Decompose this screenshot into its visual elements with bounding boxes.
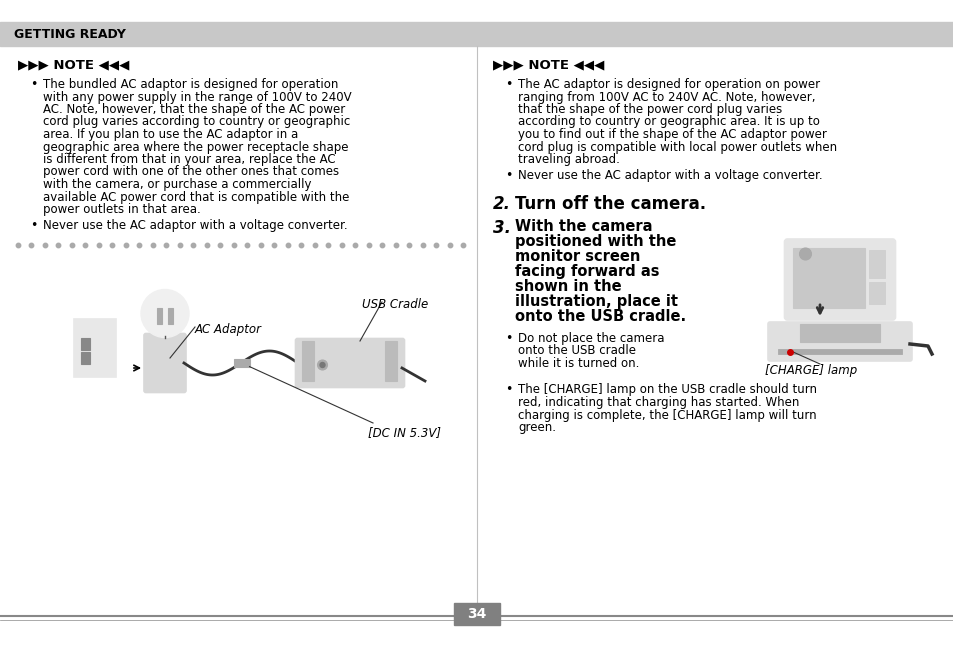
Text: cord plug is compatible with local power outlets when: cord plug is compatible with local power…	[517, 140, 836, 154]
FancyBboxPatch shape	[783, 239, 895, 320]
Text: onto the USB cradle: onto the USB cradle	[517, 344, 636, 357]
Bar	[233, 359, 250, 367]
Text: red, indicating that charging has started. When: red, indicating that charging has starte…	[517, 396, 799, 409]
Text: while it is turned on.: while it is turned on.	[517, 357, 639, 370]
Text: 3.: 3.	[493, 219, 511, 237]
Text: that the shape of the power cord plug varies: that the shape of the power cord plug va…	[517, 103, 781, 116]
Text: Do not place the camera: Do not place the camera	[517, 332, 664, 345]
Circle shape	[141, 289, 189, 337]
Bar	[793, 248, 864, 308]
Text: with any power supply in the range of 100V to 240V: with any power supply in the range of 10…	[43, 90, 352, 103]
Bar	[800, 324, 879, 342]
Text: ▶▶▶ NOTE ◀◀◀: ▶▶▶ NOTE ◀◀◀	[18, 58, 130, 71]
Text: The bundled AC adaptor is designed for operation: The bundled AC adaptor is designed for o…	[43, 78, 338, 91]
Text: ranging from 100V AC to 240V AC. Note, however,: ranging from 100V AC to 240V AC. Note, h…	[517, 90, 815, 103]
Bar	[302, 340, 314, 380]
FancyBboxPatch shape	[295, 339, 404, 388]
Circle shape	[319, 362, 325, 368]
Text: USB Cradle: USB Cradle	[361, 298, 428, 311]
Bar	[868, 250, 884, 278]
Text: geographic area where the power receptacle shape: geographic area where the power receptac…	[43, 140, 348, 154]
Text: AC Adaptor: AC Adaptor	[194, 323, 262, 336]
Circle shape	[799, 248, 811, 260]
Text: [DC IN 5.3V]: [DC IN 5.3V]	[368, 426, 440, 439]
Text: •: •	[504, 332, 512, 345]
Bar	[81, 338, 90, 350]
Text: •: •	[504, 169, 512, 182]
FancyBboxPatch shape	[767, 322, 911, 361]
Text: charging is complete, the [CHARGE] lamp will turn: charging is complete, the [CHARGE] lamp …	[517, 408, 816, 421]
Bar	[778, 349, 901, 354]
Text: AC. Note, however, that the shape of the AC power: AC. Note, however, that the shape of the…	[43, 103, 345, 116]
Text: [CHARGE] lamp: [CHARGE] lamp	[764, 364, 857, 377]
Text: area. If you plan to use the AC adaptor in a: area. If you plan to use the AC adaptor …	[43, 128, 298, 141]
Text: facing forward as: facing forward as	[515, 264, 659, 279]
Bar	[0, 22, 953, 46]
Text: monitor screen: monitor screen	[515, 249, 639, 264]
Text: •: •	[504, 78, 512, 91]
Text: available AC power cord that is compatible with the: available AC power cord that is compatib…	[43, 191, 349, 203]
Bar	[0, 0, 953, 22]
Text: according to country or geographic area. It is up to: according to country or geographic area.…	[517, 116, 819, 129]
FancyBboxPatch shape	[144, 333, 186, 393]
Text: Never use the AC adaptor with a voltage converter.: Never use the AC adaptor with a voltage …	[517, 169, 821, 182]
Bar	[74, 319, 116, 377]
Text: positioned with the: positioned with the	[515, 234, 676, 249]
Bar	[168, 307, 172, 324]
Bar	[454, 603, 499, 625]
Text: traveling abroad.: traveling abroad.	[517, 153, 619, 166]
Text: power cord with one of the other ones that comes: power cord with one of the other ones th…	[43, 165, 338, 178]
Circle shape	[317, 360, 327, 370]
Text: shown in the: shown in the	[515, 279, 621, 294]
Bar	[385, 340, 397, 380]
Text: 2.: 2.	[493, 195, 511, 213]
Text: with the camera, or purchase a commercially: with the camera, or purchase a commercia…	[43, 178, 312, 191]
Text: The AC adaptor is designed for operation on power: The AC adaptor is designed for operation…	[517, 78, 820, 91]
Text: power outlets in that area.: power outlets in that area.	[43, 203, 200, 216]
Text: •: •	[30, 78, 37, 91]
Text: ▶▶▶ NOTE ◀◀◀: ▶▶▶ NOTE ◀◀◀	[493, 58, 604, 71]
Text: Turn off the camera.: Turn off the camera.	[515, 195, 705, 213]
Bar	[81, 352, 90, 364]
Text: is different from that in your area, replace the AC: is different from that in your area, rep…	[43, 153, 335, 166]
Text: you to find out if the shape of the AC adaptor power: you to find out if the shape of the AC a…	[517, 128, 826, 141]
Text: Never use the AC adaptor with a voltage converter.: Never use the AC adaptor with a voltage …	[43, 218, 347, 231]
Text: 34: 34	[467, 607, 486, 621]
Text: green.: green.	[517, 421, 556, 434]
Text: onto the USB cradle.: onto the USB cradle.	[515, 309, 685, 324]
Text: The [CHARGE] lamp on the USB cradle should turn: The [CHARGE] lamp on the USB cradle shou…	[517, 384, 816, 397]
Text: •: •	[30, 218, 37, 231]
Text: cord plug varies according to country or geographic: cord plug varies according to country or…	[43, 116, 350, 129]
Bar	[868, 282, 884, 304]
Bar	[157, 307, 162, 324]
Text: •: •	[504, 384, 512, 397]
Text: With the camera: With the camera	[515, 219, 652, 234]
Text: GETTING READY: GETTING READY	[14, 28, 126, 41]
Text: illustration, place it: illustration, place it	[515, 294, 678, 309]
